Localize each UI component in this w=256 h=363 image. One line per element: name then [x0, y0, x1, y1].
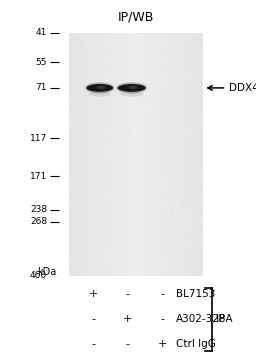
- Text: -: -: [91, 339, 95, 349]
- Ellipse shape: [85, 82, 114, 94]
- Ellipse shape: [118, 84, 146, 92]
- Text: Ctrl IgG: Ctrl IgG: [176, 339, 216, 349]
- Text: +: +: [123, 314, 132, 324]
- Text: 71: 71: [36, 83, 47, 93]
- Text: 268: 268: [30, 217, 47, 226]
- Text: 171: 171: [30, 172, 47, 181]
- Text: IP: IP: [216, 314, 226, 324]
- Text: 460: 460: [30, 272, 47, 280]
- Text: -: -: [126, 289, 130, 299]
- Ellipse shape: [87, 84, 113, 92]
- Ellipse shape: [128, 86, 138, 89]
- Ellipse shape: [88, 91, 111, 97]
- Ellipse shape: [97, 86, 106, 89]
- Text: -: -: [160, 289, 164, 299]
- Text: +: +: [88, 289, 98, 299]
- Ellipse shape: [120, 91, 144, 97]
- Text: 55: 55: [36, 58, 47, 67]
- Text: +: +: [158, 339, 167, 349]
- Text: -: -: [126, 339, 130, 349]
- Text: BL7153: BL7153: [176, 289, 215, 299]
- Text: IP/WB: IP/WB: [118, 11, 154, 24]
- Text: kDa: kDa: [37, 267, 57, 277]
- Text: DDX43: DDX43: [229, 83, 256, 93]
- Text: -: -: [160, 314, 164, 324]
- Text: 41: 41: [36, 28, 47, 37]
- Ellipse shape: [116, 82, 147, 94]
- Text: -: -: [91, 314, 95, 324]
- Text: 117: 117: [30, 134, 47, 143]
- Text: A302-328A: A302-328A: [176, 314, 233, 324]
- Text: 238: 238: [30, 205, 47, 214]
